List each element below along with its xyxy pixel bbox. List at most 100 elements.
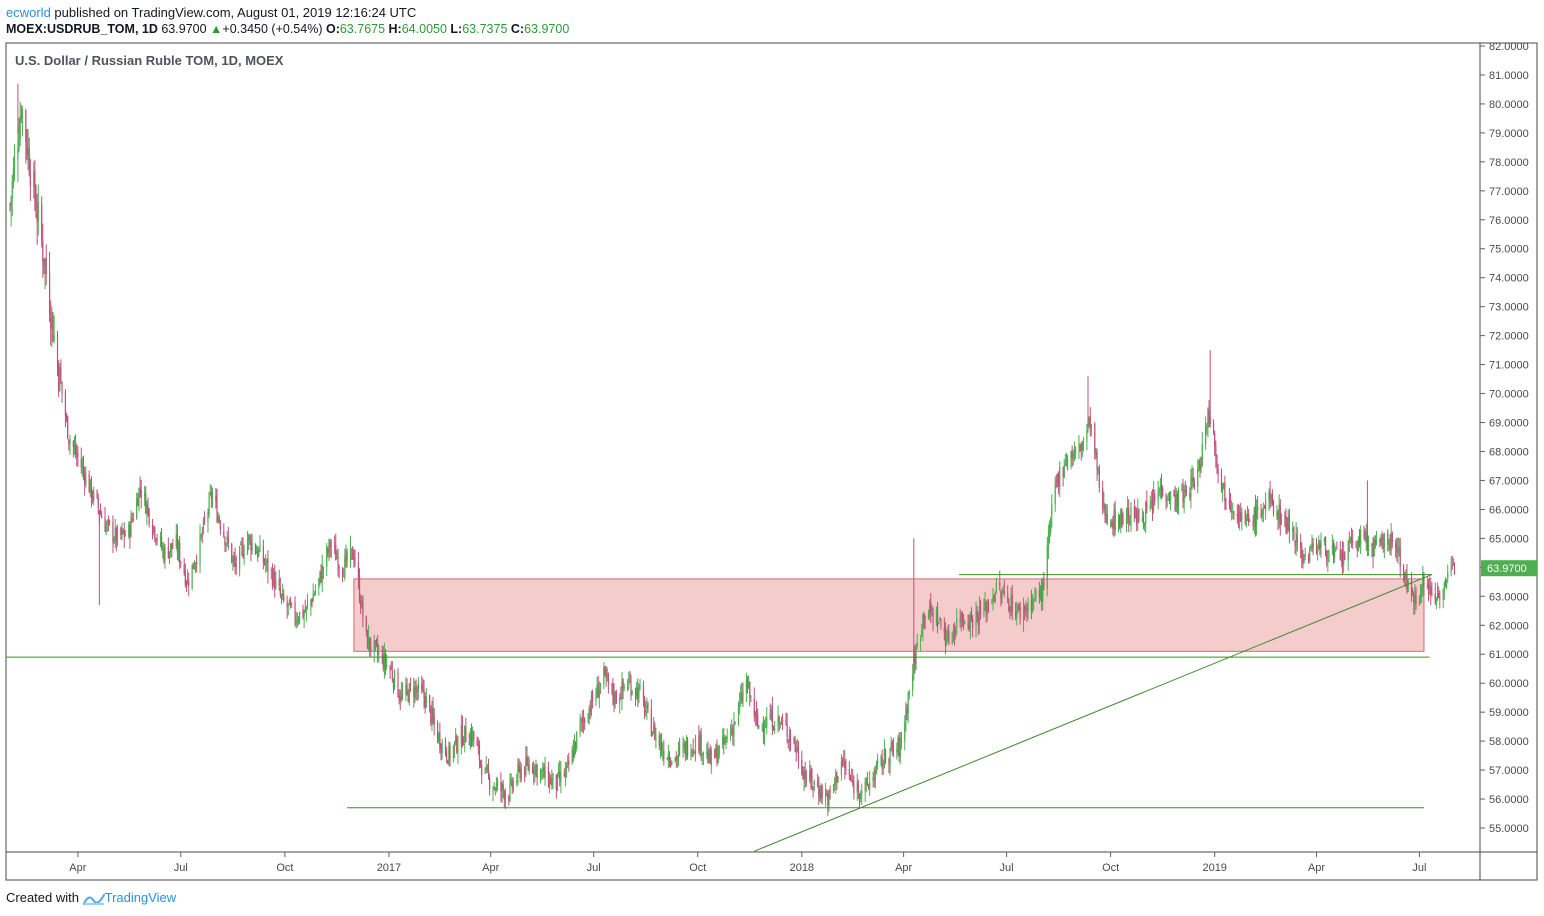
candle-body	[869, 781, 871, 789]
candle-body	[495, 784, 498, 790]
candle-body	[89, 479, 91, 493]
candle-body	[1312, 543, 1314, 549]
candle-body	[708, 749, 710, 761]
candle-body	[1160, 484, 1163, 490]
candle-body	[314, 590, 317, 594]
candle-body	[650, 708, 652, 737]
candle-body	[774, 728, 776, 730]
candle-body	[140, 489, 142, 497]
candle-body	[654, 724, 656, 740]
candle-body	[106, 521, 108, 525]
candle-body	[101, 515, 103, 518]
candle-body	[1328, 549, 1330, 562]
candle-body	[80, 458, 82, 468]
candle-body	[1003, 591, 1005, 595]
candle-body	[319, 571, 321, 579]
candle-body	[1149, 505, 1151, 510]
candle-body	[757, 714, 759, 727]
candle-body	[1237, 515, 1240, 522]
candle-body	[550, 777, 552, 785]
candle-body	[1421, 586, 1423, 597]
time-tick-label: Jul	[1000, 862, 1014, 874]
candle-body	[832, 784, 835, 790]
price-tick-label: 71.0000	[1489, 360, 1529, 372]
candle-body	[128, 524, 130, 536]
candle-body	[1184, 489, 1186, 493]
candle-body	[857, 783, 859, 793]
candle-body	[944, 633, 947, 646]
candle-body	[481, 764, 483, 775]
candle-body	[11, 181, 13, 198]
candle-body	[1191, 476, 1193, 481]
candle-body	[511, 780, 513, 789]
candle-body	[881, 757, 883, 769]
candle-body	[1358, 539, 1361, 546]
candle-body	[1016, 610, 1018, 618]
candle-body	[250, 538, 252, 551]
candle-body	[923, 613, 925, 619]
candle-body	[417, 682, 419, 692]
candle-body	[1114, 509, 1116, 531]
candle-body	[1041, 586, 1043, 601]
candle-body	[1389, 545, 1391, 549]
candle-body	[1415, 594, 1417, 605]
candle-body	[836, 773, 838, 783]
candle-body	[1095, 453, 1097, 455]
candle-body	[867, 785, 870, 787]
candle-body	[660, 741, 663, 752]
candle-body	[107, 519, 110, 521]
candle-body	[196, 562, 198, 565]
candle-body	[956, 618, 958, 628]
candle-body	[722, 736, 724, 745]
candle-body	[552, 773, 554, 781]
candle-body	[755, 710, 758, 716]
candle-body	[504, 794, 507, 800]
candle-body	[1240, 511, 1242, 522]
candle-body	[589, 709, 591, 712]
candle-body	[1272, 502, 1275, 514]
candle-body	[1209, 416, 1211, 424]
candle-body	[1327, 560, 1329, 562]
candle-body	[606, 675, 608, 677]
candle-body	[262, 546, 264, 562]
candle-body	[384, 653, 387, 666]
candle-body	[587, 720, 589, 723]
candle-body	[544, 766, 546, 780]
candle-body	[951, 633, 953, 645]
candle-body	[962, 621, 965, 623]
candle-body	[1200, 464, 1202, 470]
candle-body	[1307, 555, 1310, 562]
candle-body	[175, 534, 177, 547]
candle-body	[1249, 520, 1251, 522]
candle-body	[122, 529, 124, 533]
candle-body	[896, 748, 898, 753]
candle-body	[294, 602, 296, 621]
candle-body	[1231, 510, 1233, 512]
candle-body	[275, 579, 277, 589]
candle-body	[668, 756, 671, 762]
candle-body	[837, 776, 839, 782]
candle-body	[203, 520, 206, 522]
candle-body	[407, 691, 409, 702]
candle-body	[817, 781, 819, 788]
candle-body	[1197, 468, 1199, 487]
candle-body	[900, 738, 902, 740]
candle-body	[224, 537, 226, 546]
candle-body	[33, 171, 35, 187]
publisher-user-link[interactable]: ecworld	[6, 5, 51, 20]
candle-body	[995, 582, 997, 593]
candle-body	[828, 791, 830, 805]
candle-body	[1436, 593, 1439, 599]
candle-body	[1241, 512, 1243, 521]
candle-body	[406, 684, 408, 690]
candle-body	[929, 604, 931, 617]
tradingview-brand-link[interactable]: TradingView	[104, 890, 177, 905]
candle-body	[645, 710, 647, 713]
candle-body	[338, 567, 340, 569]
candle-body	[1301, 546, 1303, 559]
candle-body	[1309, 548, 1311, 562]
candle-body	[1128, 508, 1130, 524]
candle-body	[567, 761, 569, 763]
candle-body	[291, 603, 293, 605]
